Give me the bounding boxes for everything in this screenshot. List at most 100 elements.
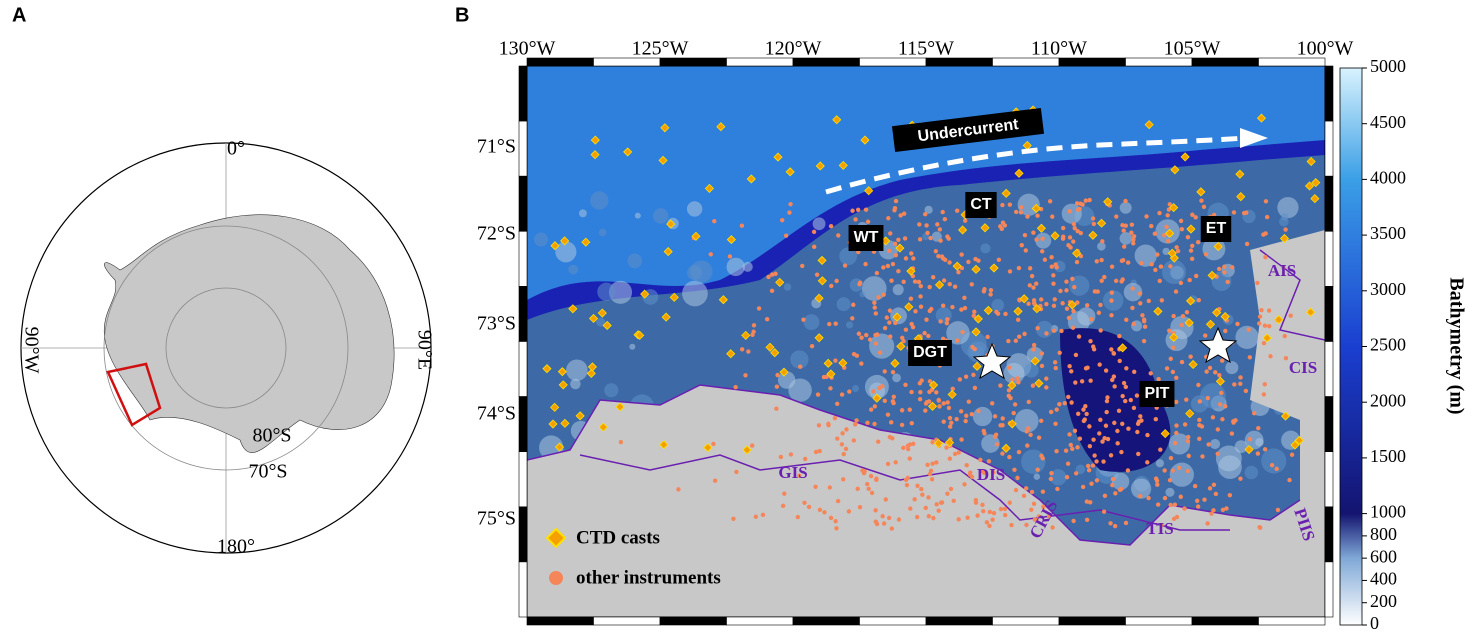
instrument-dot bbox=[828, 386, 833, 391]
instrument-dot bbox=[1088, 500, 1093, 505]
shelf-patch bbox=[1026, 346, 1043, 363]
instrument-dot bbox=[1012, 467, 1017, 473]
label-box bbox=[1139, 381, 1175, 407]
shelf-patch bbox=[1119, 232, 1133, 245]
instrument-dot bbox=[815, 392, 821, 397]
instrument-dot bbox=[1101, 459, 1106, 464]
instrument-dot bbox=[1022, 233, 1028, 238]
instrument-dot bbox=[890, 370, 896, 375]
ctd-cast bbox=[1212, 307, 1222, 318]
instrument-dot bbox=[935, 222, 940, 227]
instrument-dot bbox=[1153, 267, 1158, 273]
instrument-dot bbox=[1102, 274, 1107, 280]
ctd-cast bbox=[895, 243, 905, 253]
instrument-dot bbox=[1015, 376, 1020, 381]
instrument-dot bbox=[770, 272, 775, 277]
instrument-dot bbox=[962, 482, 967, 487]
instrument-dot bbox=[869, 490, 875, 496]
instrument-dot bbox=[783, 233, 789, 238]
instrument-dot bbox=[1211, 508, 1216, 513]
shelf-patch bbox=[790, 350, 809, 369]
instrument-dot bbox=[1247, 355, 1253, 360]
instrument-dot bbox=[711, 441, 716, 447]
instrument-dot bbox=[888, 231, 893, 236]
instrument-dot bbox=[981, 428, 986, 434]
ctd-cast bbox=[1279, 233, 1290, 244]
instrument-dot bbox=[1092, 289, 1098, 294]
instrument-dot bbox=[856, 331, 862, 336]
ctd-cast bbox=[928, 380, 939, 390]
ctd-cast bbox=[1007, 419, 1017, 429]
instrument-dot bbox=[1167, 202, 1172, 207]
ctd-cast bbox=[814, 293, 824, 303]
instrument-dot bbox=[927, 284, 932, 290]
instrument-dot bbox=[1288, 313, 1293, 318]
shelf-patch bbox=[1097, 242, 1106, 251]
instrument-dot bbox=[1053, 365, 1058, 371]
ctd-cast bbox=[814, 333, 824, 343]
instrument-dot bbox=[872, 300, 877, 305]
instrument-dot bbox=[834, 526, 839, 531]
instrument-dot bbox=[1180, 313, 1186, 319]
longitude-label: 105°W bbox=[1164, 38, 1221, 60]
instrument-dot bbox=[928, 235, 933, 241]
instrument-dot bbox=[1119, 449, 1124, 455]
frame-segment bbox=[518, 451, 528, 508]
instrument-dot bbox=[828, 515, 834, 521]
instrument-dot bbox=[1211, 482, 1217, 487]
instrument-dot bbox=[1174, 245, 1179, 250]
ctd-cast bbox=[1215, 376, 1225, 386]
instrument-dot bbox=[829, 283, 834, 289]
instrument-dot bbox=[827, 485, 833, 490]
arrow-head bbox=[1240, 128, 1268, 148]
instrument-dot bbox=[1167, 478, 1173, 483]
instrument-dot bbox=[1097, 362, 1102, 367]
ctd-cast bbox=[933, 438, 944, 449]
instrument-dot bbox=[855, 207, 861, 213]
ctd-cast bbox=[1207, 270, 1217, 280]
instrument-dot bbox=[884, 315, 890, 320]
instrument-dot bbox=[782, 491, 787, 496]
instrument-dot bbox=[773, 271, 778, 276]
instrument-dot bbox=[1054, 448, 1059, 454]
instrument-dot bbox=[1136, 451, 1141, 457]
latitude-label: 71°S bbox=[477, 136, 516, 158]
instrument-dot bbox=[964, 462, 969, 468]
instrument-dot bbox=[1113, 491, 1118, 496]
frame-segment bbox=[518, 561, 528, 618]
instrument-dot bbox=[766, 274, 771, 280]
instrument-dot bbox=[1197, 436, 1202, 441]
instrument-dot bbox=[1086, 468, 1092, 473]
ctd-cast bbox=[548, 419, 558, 429]
instrument-dot bbox=[1057, 350, 1062, 356]
instrument-dot bbox=[1186, 453, 1191, 459]
label-box bbox=[848, 225, 884, 251]
instrument-dot bbox=[1123, 398, 1128, 404]
instrument-dot bbox=[1071, 308, 1076, 314]
ctd-cast bbox=[770, 348, 780, 358]
instrument-dot bbox=[788, 201, 793, 207]
instrument-dot bbox=[1103, 423, 1109, 428]
instrument-dot bbox=[887, 308, 893, 313]
ctd-cast bbox=[741, 330, 751, 340]
instrument-dot bbox=[1148, 371, 1153, 376]
instrument-dot bbox=[881, 265, 886, 270]
instrument-dot bbox=[1035, 326, 1040, 331]
instrument-dot bbox=[912, 497, 917, 502]
instrument-dot bbox=[1039, 351, 1045, 356]
instrument-dot bbox=[1136, 419, 1142, 424]
ctd-cast bbox=[1167, 248, 1177, 258]
instrument-dot bbox=[1016, 380, 1021, 385]
instrument-dot bbox=[864, 332, 869, 338]
instrument-dot bbox=[994, 442, 1000, 447]
instrument-dot bbox=[1168, 264, 1173, 269]
instrument-dot bbox=[1025, 214, 1030, 219]
instrument-dot bbox=[1051, 281, 1056, 286]
shelf-patch bbox=[1155, 459, 1164, 468]
instrument-dot bbox=[1063, 448, 1069, 453]
instrument-dot bbox=[1094, 478, 1100, 483]
instrument-dot bbox=[1256, 425, 1261, 431]
instrument-dot bbox=[1105, 436, 1111, 442]
instrument-dot bbox=[1031, 230, 1036, 235]
